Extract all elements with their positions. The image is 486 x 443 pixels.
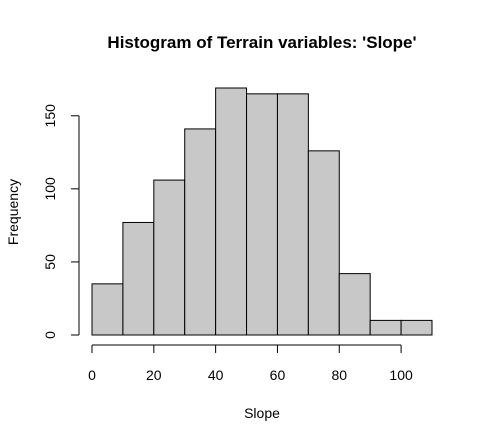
chart-title: Histogram of Terrain variables: 'Slope' [107, 33, 416, 52]
histogram-bar-100-110 [400, 319, 433, 336]
histogram-bar-40-50 [215, 87, 248, 336]
histogram-bar-20-30 [153, 179, 186, 336]
x-tick-label: 80 [331, 367, 347, 383]
y-tick-label: 50 [42, 254, 58, 270]
histogram-bar-80-90 [338, 273, 371, 336]
y-axis: 0 50 100 150 [42, 104, 80, 339]
histogram-bar-30-40 [184, 128, 217, 336]
histogram-bar-70-80 [307, 150, 340, 336]
y-axis-label: Frequency [5, 179, 21, 245]
x-axis: 0 20 40 60 80 100 [88, 344, 413, 383]
y-tick-label: 0 [42, 331, 58, 339]
x-tick-label: 40 [208, 367, 224, 383]
histogram-bar-90-100 [369, 319, 402, 336]
histogram-bar-60-70 [276, 93, 309, 336]
bars-group [91, 87, 433, 336]
x-tick-label: 100 [389, 367, 413, 383]
histogram-bar-0-10 [91, 283, 124, 336]
x-tick-label: 20 [146, 367, 162, 383]
histogram-bar-50-60 [246, 93, 278, 336]
x-tick-label: 60 [270, 367, 286, 383]
histogram-bar-10-20 [122, 221, 155, 336]
x-axis-label: Slope [244, 405, 280, 421]
y-tick-label: 150 [42, 104, 58, 128]
y-tick-label: 100 [42, 177, 58, 201]
x-tick-label: 0 [88, 367, 96, 383]
